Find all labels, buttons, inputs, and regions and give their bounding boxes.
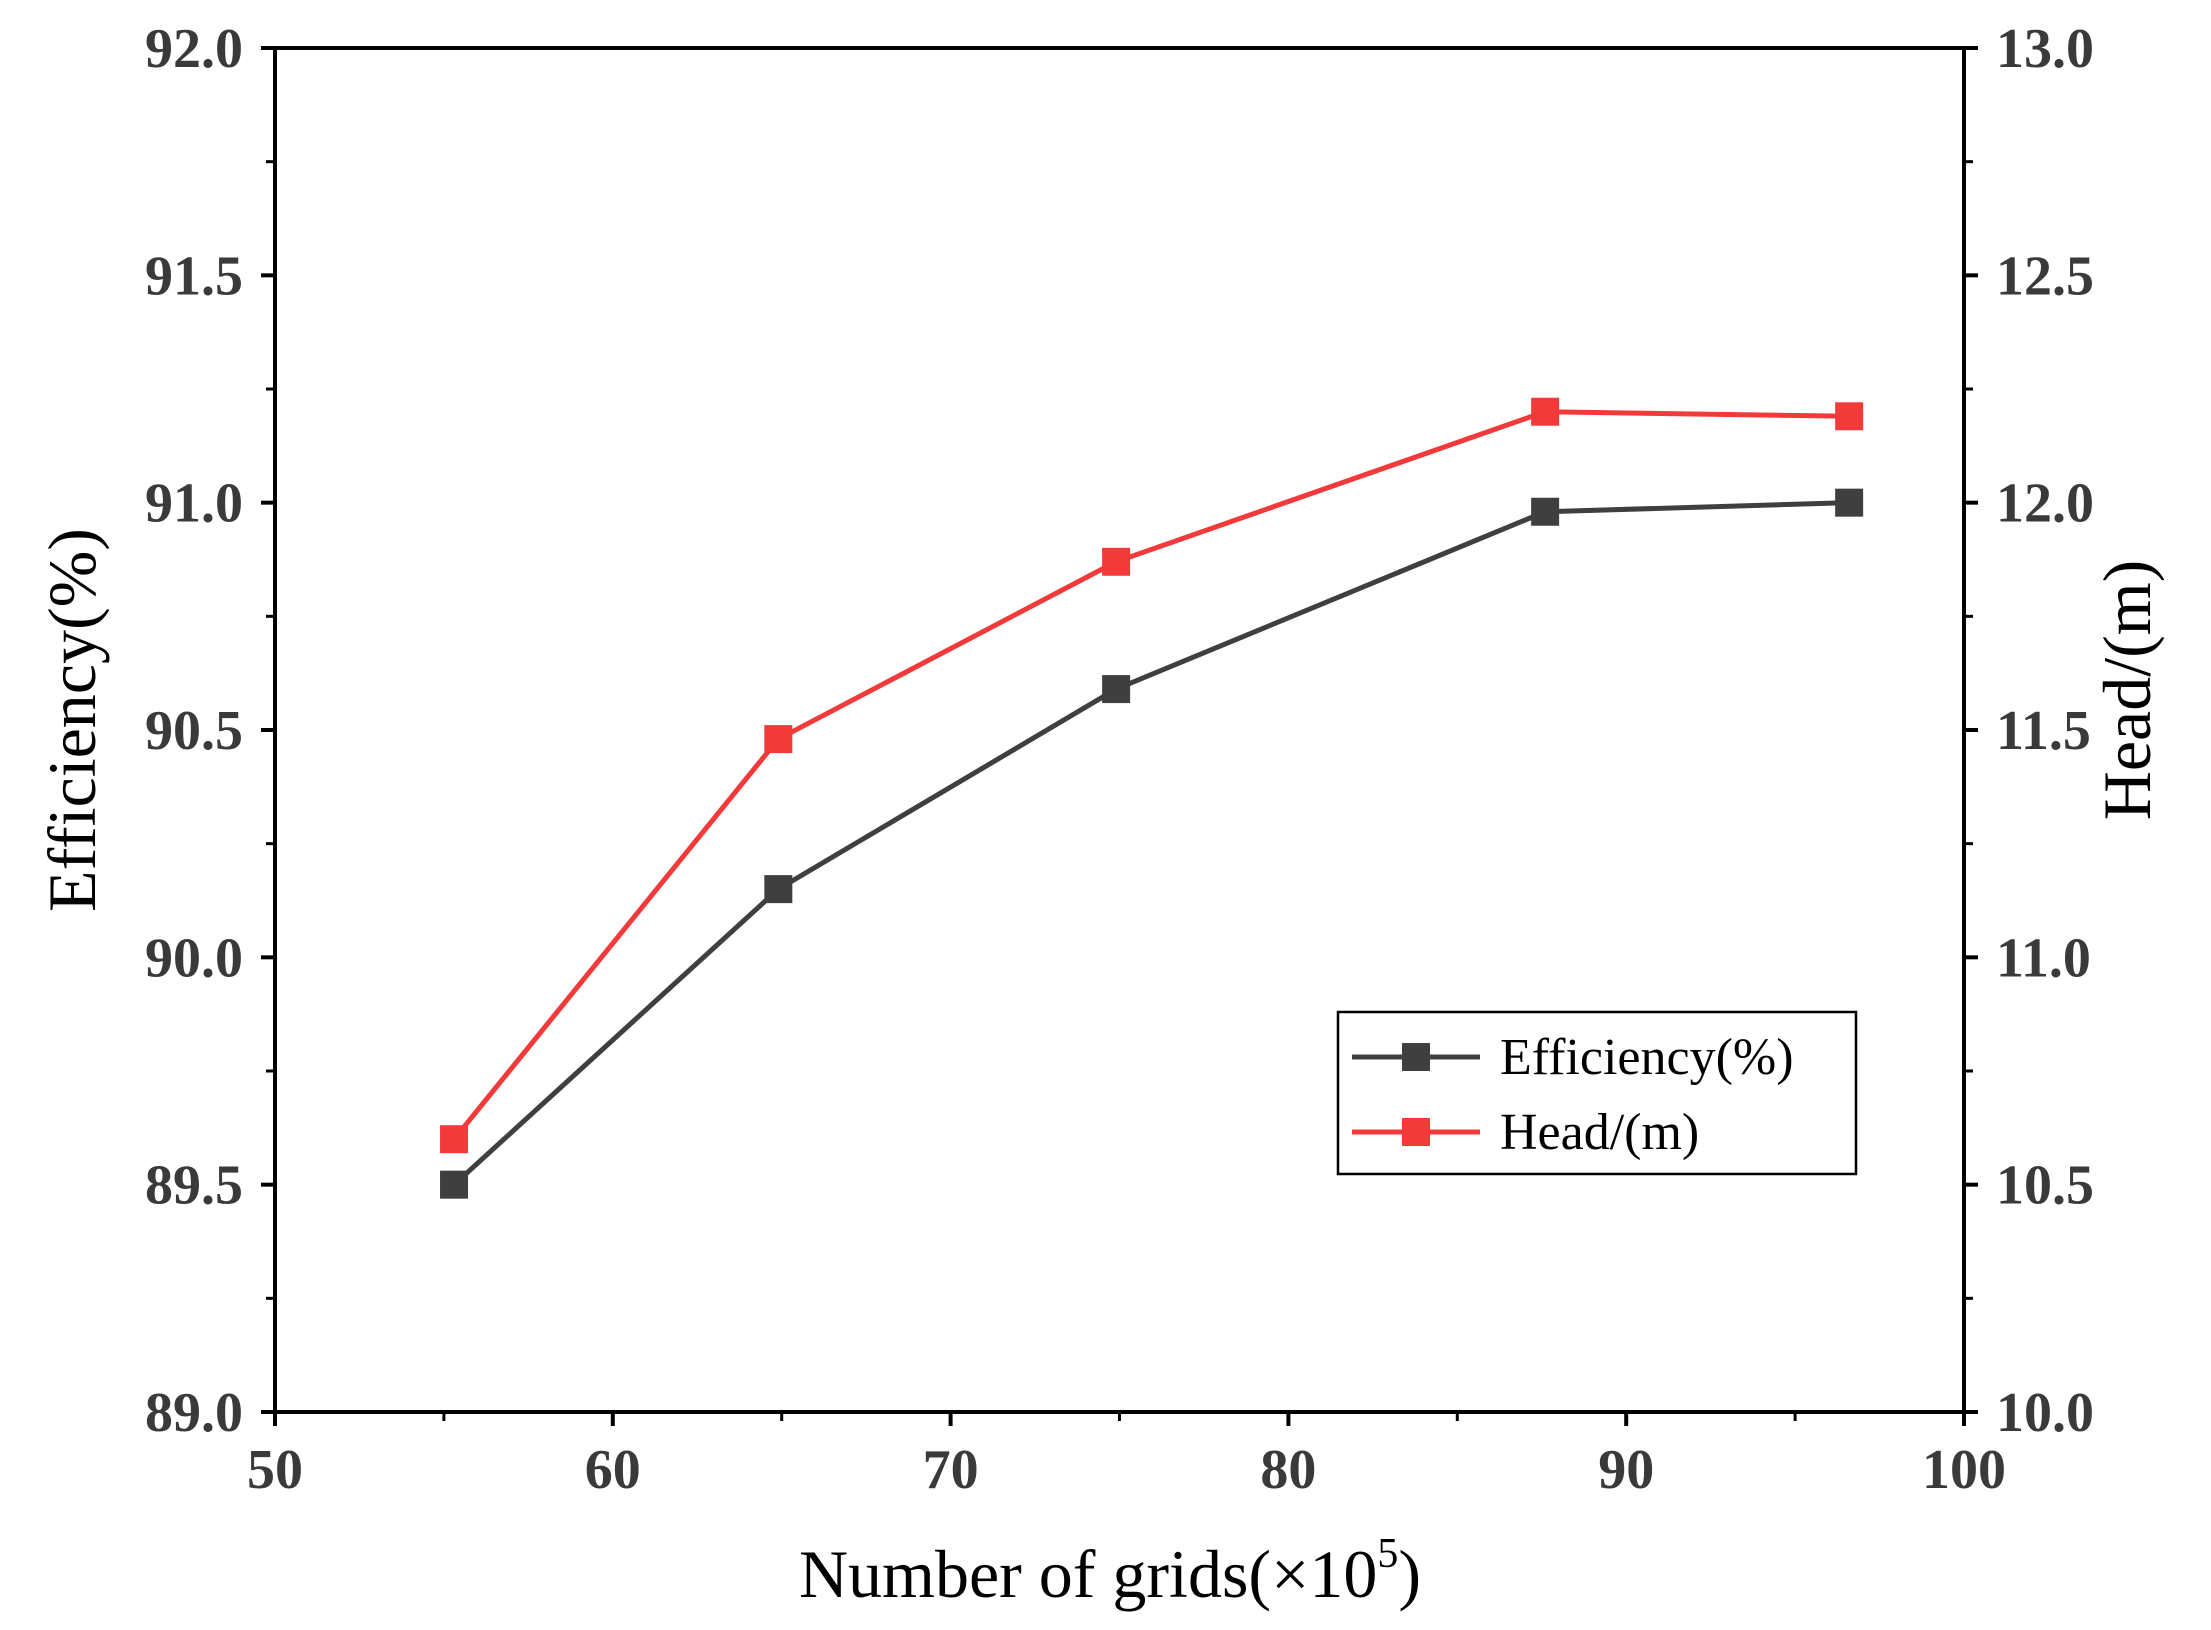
efficiency-data-point bbox=[1102, 675, 1131, 704]
legend: Efficiency(%) Head/(m) bbox=[1336, 1010, 1858, 1176]
x-axis-title-close: ) bbox=[1398, 1536, 1421, 1612]
x-tick-label: 100 bbox=[1922, 1439, 2006, 1501]
efficiency-data-point bbox=[440, 1170, 469, 1199]
plot-frame bbox=[273, 46, 1966, 1414]
head-data-point bbox=[1102, 547, 1131, 576]
x-tick-label: 50 bbox=[247, 1439, 303, 1501]
head-data-point bbox=[764, 725, 793, 754]
right-y-tick-label: 10.0 bbox=[1996, 1382, 2094, 1444]
legend-head-marker bbox=[1402, 1118, 1430, 1146]
right-y-axis-title: Head/(m) bbox=[2089, 560, 2165, 821]
head-data-point bbox=[1531, 397, 1560, 426]
left-y-tick-label: 90.5 bbox=[145, 700, 243, 762]
x-tick-label: 80 bbox=[1260, 1439, 1316, 1501]
left-y-tick-label: 89.0 bbox=[145, 1382, 243, 1444]
left-y-axis-title: Efficiency(%) bbox=[34, 528, 110, 912]
tick-labels: 50 60 70 80 90 100 89.0 89.5 90.0 90.5 91.0 91.5 92.… bbox=[145, 18, 2094, 1501]
left-y-tick-label: 89.5 bbox=[145, 1155, 243, 1217]
x-tick-label: 90 bbox=[1598, 1439, 1654, 1501]
left-y-tick-label: 91.0 bbox=[145, 473, 243, 535]
left-y-tick-label: 92.0 bbox=[145, 18, 243, 80]
efficiency-data-point bbox=[764, 875, 793, 904]
head-data-point bbox=[1835, 402, 1864, 431]
right-y-tick-label: 13.0 bbox=[1996, 18, 2094, 80]
head-data-point bbox=[440, 1125, 469, 1154]
left-y-tick-label: 91.5 bbox=[145, 245, 243, 307]
axis-ticks bbox=[261, 46, 1978, 1426]
legend-efficiency-label: Efficiency(%) bbox=[1500, 1029, 1794, 1086]
efficiency-data-point bbox=[1835, 488, 1864, 517]
left-y-tick-label: 90.0 bbox=[145, 927, 243, 989]
right-y-tick-label: 11.5 bbox=[1996, 700, 2091, 762]
x-axis-title-superscript: 5 bbox=[1377, 1531, 1398, 1577]
legend-efficiency-marker bbox=[1402, 1043, 1430, 1071]
legend-box bbox=[1336, 1010, 1858, 1176]
data-series bbox=[440, 397, 1864, 1199]
right-y-tick-label: 12.0 bbox=[1996, 473, 2094, 535]
efficiency-data-point bbox=[1531, 497, 1560, 526]
x-tick-label: 60 bbox=[585, 1439, 641, 1501]
right-y-tick-label: 11.0 bbox=[1996, 927, 2091, 989]
x-tick-label: 70 bbox=[923, 1439, 979, 1501]
right-y-tick-label: 12.5 bbox=[1996, 245, 2094, 307]
right-y-tick-label: 10.5 bbox=[1996, 1155, 2094, 1217]
legend-head-label: Head/(m) bbox=[1500, 1104, 1699, 1161]
x-axis-title: Number of grids(×105) bbox=[799, 1531, 1421, 1612]
x-axis-title-main: Number of grids(×10 bbox=[799, 1536, 1377, 1612]
